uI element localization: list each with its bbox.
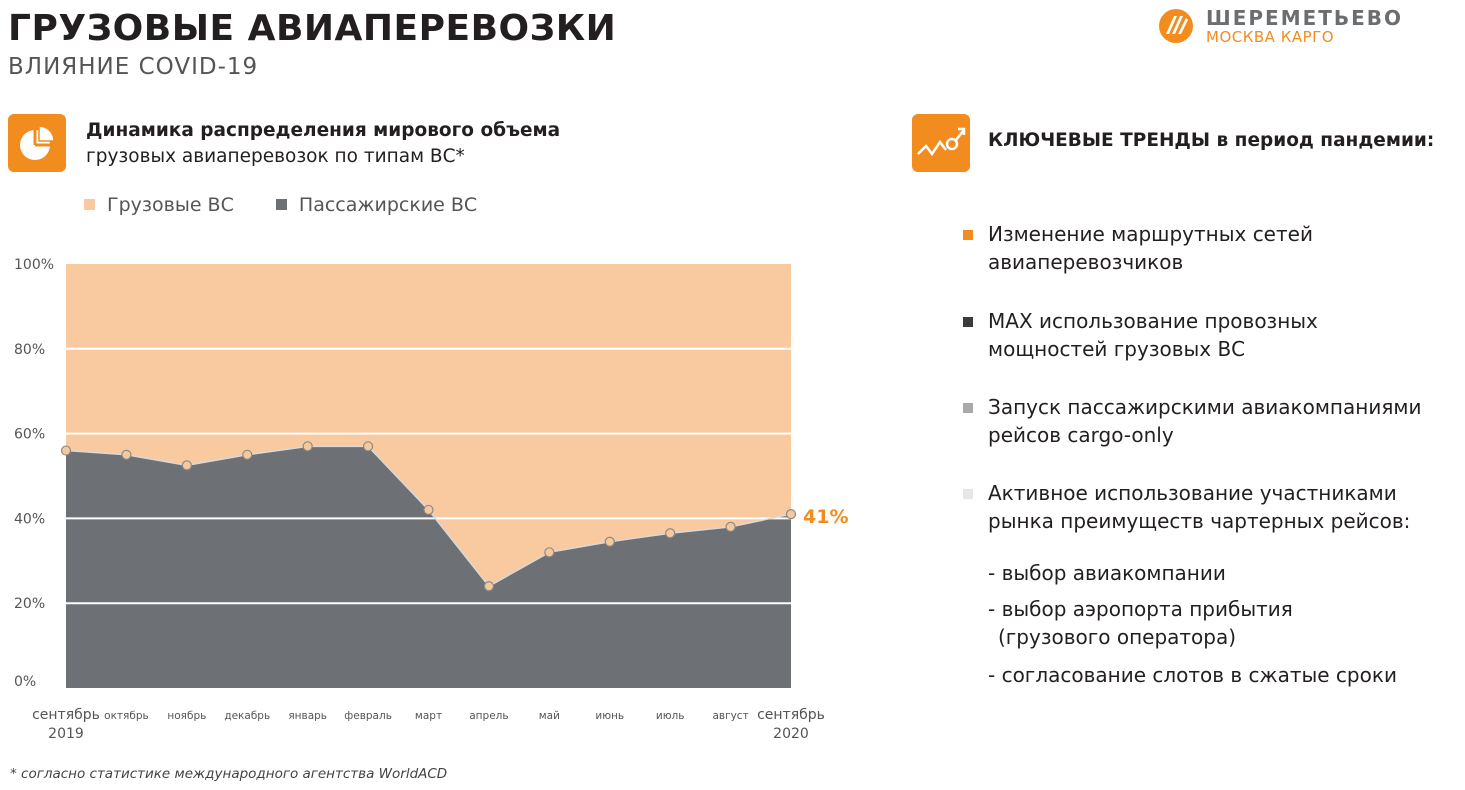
x-tick-label: май <box>539 710 560 722</box>
area-chart: 0% 20% 40% 60% 80% 100% 41% сентябрь 2019 октябрь… <box>14 257 848 742</box>
x-tick-label: июнь <box>595 710 624 722</box>
legend-item-cargo: Грузовые ВС <box>84 194 234 216</box>
x-tick-label: январь <box>288 710 327 722</box>
passenger-area <box>66 446 791 688</box>
x-tick-label: апрель <box>469 710 508 722</box>
y-tick-label: 60% <box>14 427 45 443</box>
x-tick-label: декабрь <box>224 710 270 722</box>
end-value-label: 41% <box>803 506 848 528</box>
legend-swatch-cargo <box>84 199 95 210</box>
bullet-icon <box>963 489 973 499</box>
trend-up-icon <box>912 114 970 172</box>
data-point <box>60 445 72 456</box>
trend-sub-item: - выбор авиакомпании <box>988 559 1226 587</box>
chart-heading: Динамика распределения мирового объема г… <box>86 118 560 170</box>
chart-heading-line1: Динамика распределения мирового объема <box>86 120 561 141</box>
page-title: ГРУЗОВЫЕ АВИАПЕРЕВОЗКИ <box>8 8 617 49</box>
y-tick-label: 0% <box>14 674 36 690</box>
trend-sub-item: - согласование слотов в сжатые сроки <box>988 661 1397 689</box>
legend-label-cargo: Грузовые ВС <box>107 193 234 216</box>
trend-sub-item-line1: - согласование слотов в сжатые сроки <box>988 663 1397 687</box>
legend-swatch-passenger <box>275 199 287 210</box>
company-logo: ШЕРЕМЕТЬЕВО МОСКВА КАРГО <box>1158 6 1448 48</box>
trend-item-line1: Изменение маршрутных сетей <box>988 222 1313 246</box>
trend-item-line2: рейсов cargo-only <box>988 423 1174 447</box>
trend-item-line1: Запуск пассажирскими авиакомпаниями <box>988 395 1422 419</box>
cargo-area <box>66 264 791 587</box>
trend-item-line2: мощностей грузовых ВС <box>988 337 1246 361</box>
data-point <box>121 449 132 460</box>
trend-item-line2: рынка преимуществ чартерных рейсов: <box>988 509 1411 533</box>
trend-item-line1: Активное использование участниками <box>988 481 1397 505</box>
x-tick-label: ноябрь <box>167 710 206 722</box>
chart-heading-line2: грузовых авиаперевозок по типам ВС* <box>86 146 465 167</box>
trend-sub-item-line1: - выбор авиакомпании <box>988 561 1226 585</box>
trend-sub-item-line1: - выбор аэропорта прибытия <box>988 597 1293 621</box>
page-subtitle: ВЛИЯНИЕ COVID-19 <box>8 54 259 80</box>
y-tick-label: 80% <box>14 342 45 358</box>
logo-mark-icon <box>1159 9 1193 43</box>
data-point <box>544 547 555 558</box>
chart-legend: Грузовые ВС Пассажирские ВС <box>84 193 513 216</box>
data-point <box>362 441 374 452</box>
data-point <box>423 504 434 516</box>
trend-sub-item-line2: (грузового оператора) <box>998 625 1237 649</box>
data-point <box>302 441 313 452</box>
data-point <box>242 449 253 460</box>
data-point <box>665 528 676 539</box>
x-tick-label: июль <box>656 710 685 722</box>
data-point <box>725 521 736 532</box>
x-tick-label: 2020 <box>773 726 809 742</box>
bullet-icon <box>963 317 973 327</box>
x-tick-label: август <box>712 710 748 722</box>
x-tick-label: 2019 <box>48 726 84 742</box>
trend-item-line2: авиаперевозчиков <box>988 250 1184 274</box>
data-point <box>604 536 615 547</box>
bullet-icon <box>963 403 973 413</box>
footnote: * согласно статистике международного аге… <box>10 766 448 782</box>
trends-heading: КЛЮЧЕВЫЕ ТРЕНДЫ в период пандемии: <box>988 130 1435 151</box>
y-tick-label: 40% <box>14 511 45 527</box>
data-point <box>785 509 797 520</box>
trend-sub-item: - выбор аэропорта прибытия (грузового оп… <box>988 595 1293 651</box>
bullet-icon <box>963 230 973 240</box>
x-tick-label: февраль <box>344 710 392 722</box>
logo-subtitle: МОСКВА КАРГО <box>1206 28 1335 46</box>
y-tick-label: 100% <box>14 257 54 273</box>
trend-item-line1: MAX использование провозных <box>988 309 1318 333</box>
x-tick-label: сентябрь <box>757 707 825 723</box>
legend-item-passenger: Пассажирские ВС <box>275 193 478 216</box>
x-tick-label: октябрь <box>104 710 149 722</box>
logo-name: ШЕРЕМЕТЬЕВО <box>1206 6 1404 30</box>
data-point <box>181 460 192 471</box>
data-point <box>483 581 495 592</box>
pie-chart-icon <box>8 114 66 172</box>
legend-label-passenger: Пассажирские ВС <box>298 193 478 216</box>
x-tick-label: март <box>415 710 442 722</box>
x-tick-label: сентябрь <box>32 707 100 723</box>
y-tick-label: 20% <box>14 596 45 612</box>
